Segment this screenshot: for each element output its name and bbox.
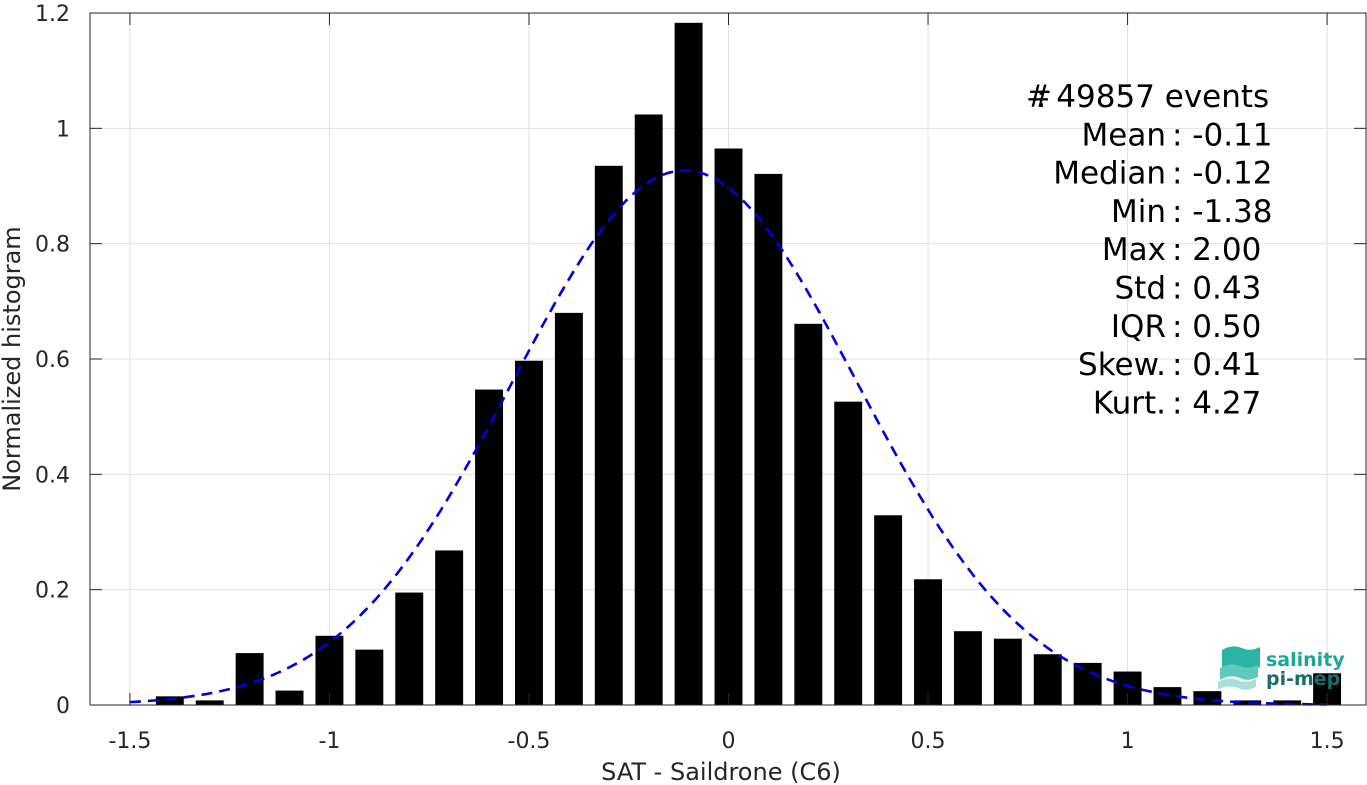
stat-label: # (1026, 79, 1072, 115)
histogram-bar (395, 592, 424, 705)
histogram-bar (1233, 700, 1262, 705)
stat-value: : -0.12 (1172, 156, 1273, 192)
stat-label: Median (1053, 156, 1166, 192)
y-tick-label: 0 (56, 694, 70, 719)
histogram-bar (1073, 662, 1102, 705)
histogram-bar (475, 389, 504, 705)
histogram-bar (355, 649, 384, 705)
histogram-bar (993, 638, 1022, 705)
y-tick-labels: 0 0.2 0.4 0.6 0.8 1 1.2 (35, 2, 70, 719)
salinity-pi-mep-logo: salinity pi-mep (1218, 646, 1345, 690)
x-tick-label: 0 (722, 729, 736, 754)
stat-label: Skew. (1078, 347, 1166, 383)
x-tick-label: -1 (318, 729, 340, 754)
stat-value: : 0.41 (1172, 347, 1261, 383)
histogram-bar (515, 360, 543, 705)
histogram-bar (275, 690, 304, 705)
histogram-bar (155, 696, 184, 705)
stat-label: Kurt. (1093, 385, 1166, 421)
stat-value: : 0.43 (1172, 271, 1261, 307)
histogram-bar (594, 165, 623, 706)
y-tick-label: 1.2 (35, 2, 70, 27)
histogram-bar (874, 515, 903, 705)
stat-value: : 2.00 (1172, 232, 1261, 268)
stat-value: : -1.38 (1172, 194, 1273, 230)
histogram-bar (1033, 654, 1062, 705)
x-tick-label: 1 (1121, 729, 1135, 754)
histogram-bar (634, 114, 663, 705)
histogram-bar (953, 631, 982, 705)
histogram-bar (834, 401, 863, 705)
x-tick-label: -0.5 (508, 729, 551, 754)
y-tick-label: 0.4 (35, 463, 70, 488)
y-tick-label: 1 (56, 117, 70, 142)
histogram-bar (714, 148, 743, 705)
waves-icon (1218, 646, 1260, 690)
stat-label: Max (1102, 232, 1166, 268)
logo-text-line2: pi-mep (1266, 668, 1340, 690)
histogram-bar (754, 173, 783, 705)
stat-value: : 4.27 (1172, 385, 1261, 421)
stat-label: Min (1111, 194, 1166, 230)
x-axis-label: SAT - Saildrone (C6) (601, 758, 841, 785)
histogram-bar (674, 22, 703, 705)
histogram-bar (914, 579, 942, 705)
x-tick-label: 0.5 (911, 729, 946, 754)
y-tick-label: 0.6 (35, 348, 70, 373)
stat-label: Std (1114, 271, 1166, 307)
x-tick-labels: -1.5 -1 -0.5 0 0.5 1 1.5 (108, 729, 1344, 754)
ticks (90, 12, 1366, 706)
histogram-bar (554, 312, 583, 705)
gaussian-fit-curve (129, 169, 1328, 706)
histogram-bar (794, 323, 823, 705)
y-tick-label: 0.2 (35, 579, 70, 604)
stat-label: IQR (1111, 309, 1166, 345)
y-axis-label: Normalized histogram (0, 226, 26, 491)
stat-value: : -0.11 (1172, 117, 1273, 153)
stat-value: : 0.50 (1172, 309, 1261, 345)
logo-text-line1: salinity (1266, 649, 1345, 671)
x-tick-label: 1.5 (1310, 729, 1345, 754)
stat-label: Mean (1082, 117, 1166, 153)
histogram-bar (435, 550, 464, 705)
histogram-bars (155, 22, 1342, 706)
x-tick-label: -1.5 (108, 729, 151, 754)
y-tick-label: 0.8 (35, 233, 70, 258)
stat-value: : 49857 events (1036, 79, 1269, 115)
histogram-bar (195, 700, 224, 705)
